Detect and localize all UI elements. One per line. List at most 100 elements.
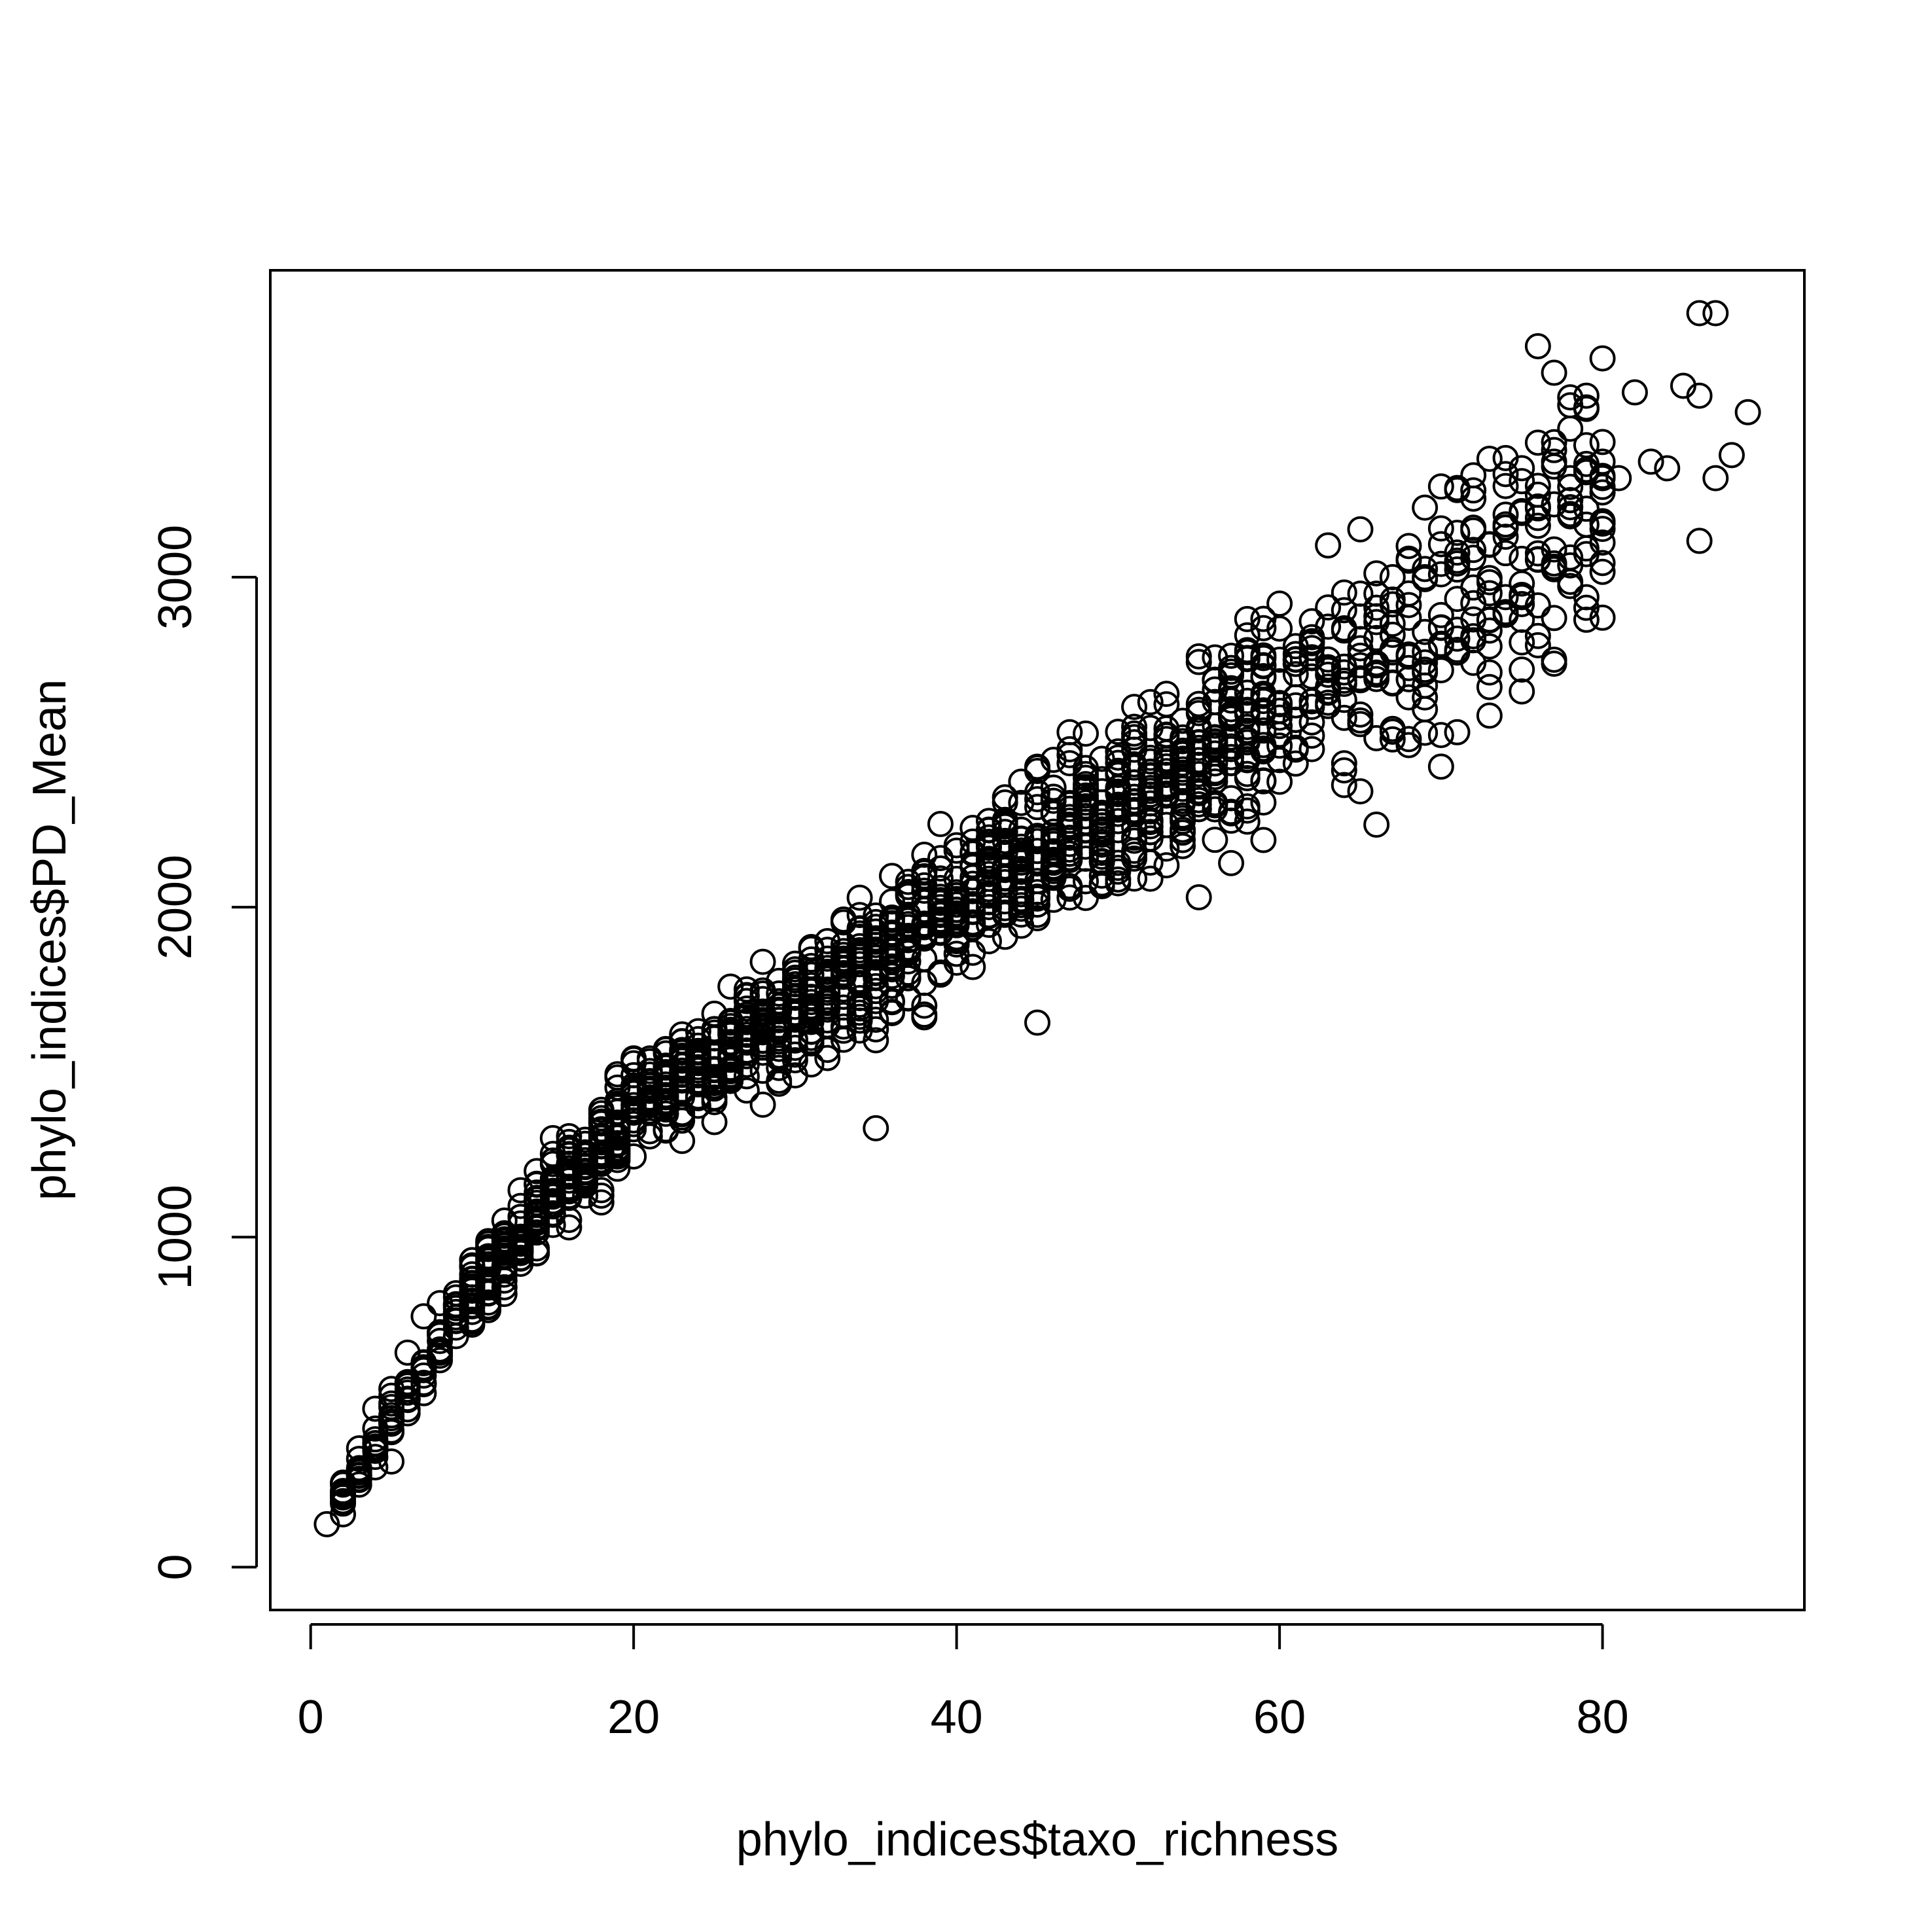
data-point	[1524, 332, 1551, 359]
data-point	[1379, 718, 1406, 745]
data-point	[1492, 473, 1519, 499]
data-point	[1395, 732, 1422, 759]
data-point	[362, 1395, 389, 1422]
data-point	[1427, 722, 1454, 749]
data-point	[1073, 782, 1100, 809]
data-point	[1412, 556, 1439, 582]
data-point	[442, 1308, 469, 1334]
data-point	[1589, 429, 1616, 456]
data-point	[1702, 465, 1729, 492]
data-point	[1250, 767, 1277, 794]
data-point	[1476, 580, 1503, 607]
data-point	[524, 1215, 550, 1242]
data-point	[507, 1237, 534, 1264]
data-point	[943, 837, 970, 864]
data-point	[475, 1297, 502, 1323]
data-point	[1524, 493, 1551, 520]
data-point	[846, 884, 873, 911]
data-point	[330, 1490, 357, 1517]
data-point	[766, 1028, 793, 1055]
data-point	[1347, 701, 1374, 728]
data-point	[1524, 429, 1551, 456]
data-point	[1492, 584, 1519, 611]
data-point	[1347, 778, 1374, 805]
data-point	[1202, 750, 1228, 777]
data-point	[1185, 791, 1212, 817]
data-point	[1024, 883, 1050, 910]
data-point	[1702, 300, 1729, 327]
data-point	[604, 1124, 631, 1151]
data-point	[1234, 605, 1261, 632]
data-point	[1121, 841, 1148, 868]
data-point	[1137, 798, 1164, 825]
data-point	[1185, 690, 1212, 717]
data-point	[1589, 463, 1616, 490]
data-point	[1137, 808, 1164, 835]
data-point	[1250, 827, 1277, 853]
data-point	[1509, 656, 1535, 683]
data-point	[1589, 508, 1616, 535]
data-point	[1137, 689, 1164, 715]
data-point	[588, 1117, 615, 1144]
data-point	[733, 1077, 760, 1104]
data-point	[1073, 720, 1100, 747]
data-point	[1412, 684, 1439, 711]
data-point	[1541, 651, 1567, 677]
data-point	[798, 1051, 825, 1078]
data-point	[1170, 816, 1196, 843]
data-point	[427, 1347, 454, 1374]
data-point	[1524, 512, 1551, 539]
data-point	[1105, 738, 1132, 765]
data-point	[1266, 646, 1293, 673]
data-point	[863, 1115, 889, 1141]
data-point	[1460, 545, 1487, 571]
data-point	[1492, 599, 1519, 626]
data-point	[1250, 615, 1277, 641]
x-tick-label: 60	[1253, 1691, 1306, 1744]
data-point	[1363, 594, 1390, 621]
data-point	[1492, 461, 1519, 488]
data-point	[1298, 628, 1325, 654]
data-point	[1363, 609, 1390, 635]
data-point	[1073, 845, 1100, 872]
data-point	[1363, 724, 1390, 751]
data-point	[459, 1273, 486, 1300]
data-point	[1234, 645, 1261, 671]
data-point	[1315, 594, 1342, 621]
data-point	[701, 1084, 728, 1111]
data-point	[1524, 622, 1551, 649]
data-point	[427, 1339, 454, 1366]
data-point	[620, 1143, 647, 1170]
data-point	[1234, 808, 1261, 835]
data-point	[878, 956, 905, 983]
data-point	[1105, 858, 1132, 885]
data-point	[620, 1045, 647, 1072]
data-point	[1427, 515, 1454, 542]
data-point	[1105, 774, 1132, 801]
data-point	[1024, 754, 1050, 781]
data-point	[1266, 590, 1293, 617]
data-point	[1509, 455, 1535, 482]
data-point	[1589, 345, 1616, 372]
data-point	[1234, 793, 1261, 820]
data-point	[863, 1007, 889, 1033]
data-point	[556, 1214, 582, 1241]
data-point	[685, 1092, 711, 1119]
data-point	[653, 1084, 679, 1111]
data-point	[1444, 474, 1471, 501]
data-point	[1331, 617, 1357, 644]
data-point	[1185, 643, 1212, 670]
data-point	[766, 1007, 793, 1033]
data-point	[766, 1054, 793, 1081]
data-point	[1234, 717, 1261, 744]
data-point	[1718, 442, 1745, 469]
data-point	[798, 1009, 825, 1035]
data-point	[878, 906, 905, 933]
data-point	[830, 938, 857, 965]
data-point	[1589, 479, 1616, 506]
data-point	[1589, 604, 1616, 631]
data-point	[878, 988, 905, 1014]
data-point	[1379, 586, 1406, 613]
data-point	[1460, 477, 1487, 504]
